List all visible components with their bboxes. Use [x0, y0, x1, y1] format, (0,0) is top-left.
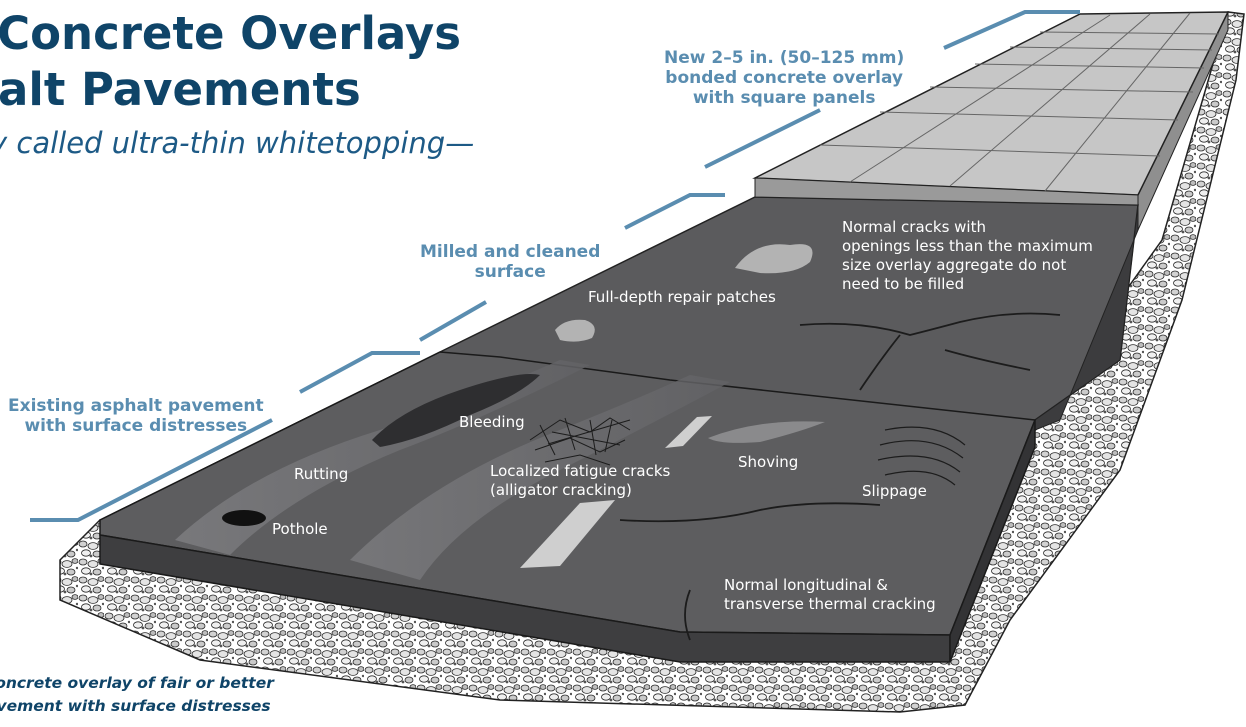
rut-right [350, 375, 730, 580]
pothole-shape [222, 510, 266, 526]
title-line-2: halt Pavements [0, 63, 361, 116]
lane-marking-upper [665, 416, 712, 448]
concrete-overlay-front [754, 177, 1139, 206]
lane-marking-lower [520, 500, 615, 568]
figure-caption: concrete overlay of fair or better aveme… [0, 674, 274, 715]
label-full-depth-repair: Full-depth repair patches [588, 288, 776, 306]
asphalt-right-face [949, 419, 1036, 663]
callout-milled-surface: Milled and cleaned surface [420, 242, 601, 282]
label-rutting: Rutting [294, 465, 349, 483]
patch-upper [735, 244, 813, 274]
bleeding-patch [372, 374, 540, 447]
title-line-1: l Concrete Overlays [0, 7, 461, 60]
thermal-cracks [619, 312, 1061, 641]
callout-new-overlay: New 2–5 in. (50–125 mm) bonded concrete … [664, 48, 905, 108]
callout-existing-asphalt: Existing asphalt pavement with surface d… [8, 396, 264, 436]
shoving-bulge [708, 421, 825, 443]
label-slippage: Slippage [862, 482, 927, 500]
label-pothole: Pothole [272, 520, 328, 538]
rut-left [175, 360, 590, 555]
label-shoving: Shoving [738, 453, 799, 471]
label-normal-cracks: Normal cracks with openings less than th… [842, 218, 1093, 293]
page-subtitle: y called ultra-thin whitetopping— [0, 126, 475, 160]
alligator-cracks [529, 417, 631, 466]
page-title: l Concrete Overlays halt Pavements [0, 6, 461, 118]
leader-lines [30, 10, 1080, 522]
concrete-joints [819, 12, 1220, 192]
slippage-cracks [877, 426, 966, 486]
label-bleeding: Bleeding [459, 413, 525, 431]
label-thermal-cracking: Normal longitudinal & transverse thermal… [724, 576, 936, 613]
patch-lower [555, 319, 595, 342]
label-fatigue-cracks: Localized fatigue cracks (alligator crac… [490, 462, 671, 499]
